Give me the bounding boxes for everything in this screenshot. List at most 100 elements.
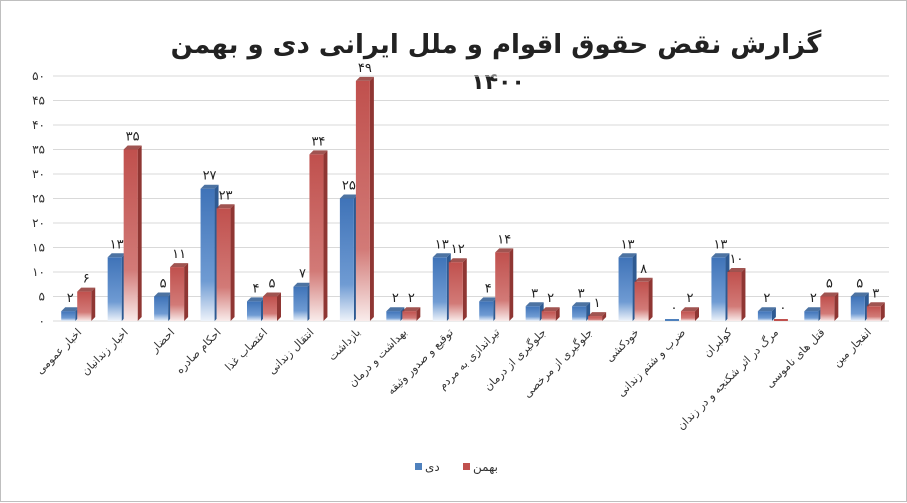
data-label: ۱۴ bbox=[497, 232, 511, 247]
data-label: ۳۵ bbox=[126, 130, 140, 145]
data-label: ۵ bbox=[856, 277, 863, 292]
chart-subtitle: ۱۴۰۰ bbox=[471, 70, 525, 95]
bar-top bbox=[866, 302, 885, 307]
bar-top bbox=[727, 268, 746, 272]
bar-top bbox=[386, 307, 405, 312]
y-tick-label: ۲۵ bbox=[32, 192, 45, 206]
bar-face bbox=[107, 257, 122, 321]
data-label: ۴۹ bbox=[358, 61, 372, 76]
data-label: ۱۰ bbox=[729, 252, 743, 267]
bar-side bbox=[91, 287, 96, 321]
data-label: ۱ bbox=[594, 296, 601, 311]
bar-top bbox=[525, 302, 544, 307]
bar-face bbox=[804, 311, 819, 321]
data-label: ۱۳ bbox=[713, 237, 727, 252]
category-label: بازداشت bbox=[326, 326, 363, 363]
category-label: احضار bbox=[147, 326, 177, 356]
bar-face bbox=[200, 188, 215, 321]
bar-face bbox=[757, 311, 772, 321]
bar bbox=[588, 312, 607, 321]
bar-side bbox=[648, 277, 653, 321]
y-tick-label: ۱۵ bbox=[32, 241, 45, 255]
y-tick-label: ۳۵ bbox=[32, 143, 45, 157]
bar-side bbox=[230, 204, 235, 321]
data-label: ۲ bbox=[408, 291, 415, 306]
bar-face bbox=[665, 319, 679, 321]
bar-top bbox=[541, 307, 560, 312]
y-tick-label: ۳۰ bbox=[32, 167, 45, 181]
bars bbox=[61, 76, 885, 322]
data-label: ۳ bbox=[872, 286, 879, 301]
category-label: کولبران bbox=[701, 325, 735, 359]
y-tick-label: ۵ bbox=[39, 290, 45, 304]
bar-face bbox=[123, 149, 138, 321]
bar bbox=[572, 302, 591, 321]
data-label: ۱۳ bbox=[621, 237, 635, 252]
bar-face bbox=[495, 252, 510, 321]
bar-side bbox=[880, 302, 885, 321]
bar-face bbox=[263, 296, 277, 321]
bar-side bbox=[834, 292, 839, 321]
data-label: ۲ bbox=[67, 291, 74, 306]
bar bbox=[525, 302, 544, 321]
bar-face bbox=[402, 311, 417, 321]
bar bbox=[804, 307, 823, 321]
bar-face bbox=[681, 311, 695, 321]
bar bbox=[216, 204, 235, 321]
bar bbox=[495, 248, 514, 321]
bar bbox=[154, 292, 173, 321]
y-axis: ۰ ۵ ۱۰ ۱۵ ۲۰ ۲۵ ۳۰ ۳۵ ۴۰ ۴۵ ۵۰ bbox=[32, 69, 45, 328]
bar-top bbox=[634, 277, 653, 282]
data-label: ۲ bbox=[547, 291, 554, 306]
bar bbox=[773, 319, 788, 321]
bar bbox=[355, 76, 374, 322]
bar bbox=[681, 307, 699, 321]
bar-face bbox=[154, 296, 169, 321]
data-label: ۲ bbox=[810, 291, 817, 306]
bar bbox=[850, 292, 869, 321]
bar-top bbox=[432, 253, 451, 258]
bar bbox=[170, 263, 189, 321]
bar bbox=[61, 307, 80, 321]
bar-face bbox=[432, 257, 447, 321]
bar-top bbox=[618, 253, 637, 258]
bar bbox=[247, 297, 265, 321]
legend-label: بهمن bbox=[473, 460, 498, 475]
bar-face bbox=[850, 296, 865, 321]
bar bbox=[402, 307, 421, 321]
bar-side bbox=[509, 248, 514, 321]
bar-side bbox=[741, 268, 746, 321]
bar-top bbox=[339, 194, 358, 199]
data-label: ۰ bbox=[671, 301, 678, 316]
bar bbox=[263, 292, 281, 321]
bar-top bbox=[850, 292, 869, 297]
bar-top bbox=[711, 253, 730, 258]
bar-side bbox=[602, 312, 607, 321]
bar-top bbox=[293, 282, 312, 287]
category-label: احکام صادره bbox=[173, 326, 223, 376]
bar-side bbox=[323, 150, 328, 321]
bar bbox=[432, 253, 451, 321]
bar bbox=[293, 282, 312, 321]
y-tick-label: ۲۰ bbox=[32, 216, 45, 230]
data-label: ۴ bbox=[253, 281, 260, 296]
data-label: ۱۲ bbox=[451, 242, 465, 257]
bar-face bbox=[247, 301, 261, 321]
bar bbox=[386, 307, 405, 321]
bar-face bbox=[386, 311, 401, 321]
bar-top bbox=[681, 307, 699, 312]
bar-face bbox=[448, 262, 463, 321]
bar-side bbox=[771, 307, 776, 321]
bar bbox=[634, 277, 653, 321]
chart-title: گزارش نقض حقوق اقوام و ملل ایرانی دی و ب… bbox=[171, 29, 823, 60]
bar-top bbox=[757, 307, 776, 312]
bar-top bbox=[479, 297, 498, 302]
data-label: ۵ bbox=[269, 277, 276, 292]
bar-top bbox=[154, 292, 173, 297]
gridlines bbox=[53, 75, 889, 322]
y-tick-label: ۰ bbox=[39, 314, 45, 328]
legend-label: دی bbox=[425, 460, 440, 474]
data-label: ۵ bbox=[160, 277, 167, 292]
